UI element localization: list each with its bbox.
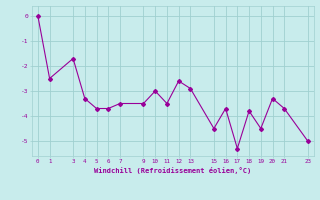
X-axis label: Windchill (Refroidissement éolien,°C): Windchill (Refroidissement éolien,°C) (94, 167, 252, 174)
